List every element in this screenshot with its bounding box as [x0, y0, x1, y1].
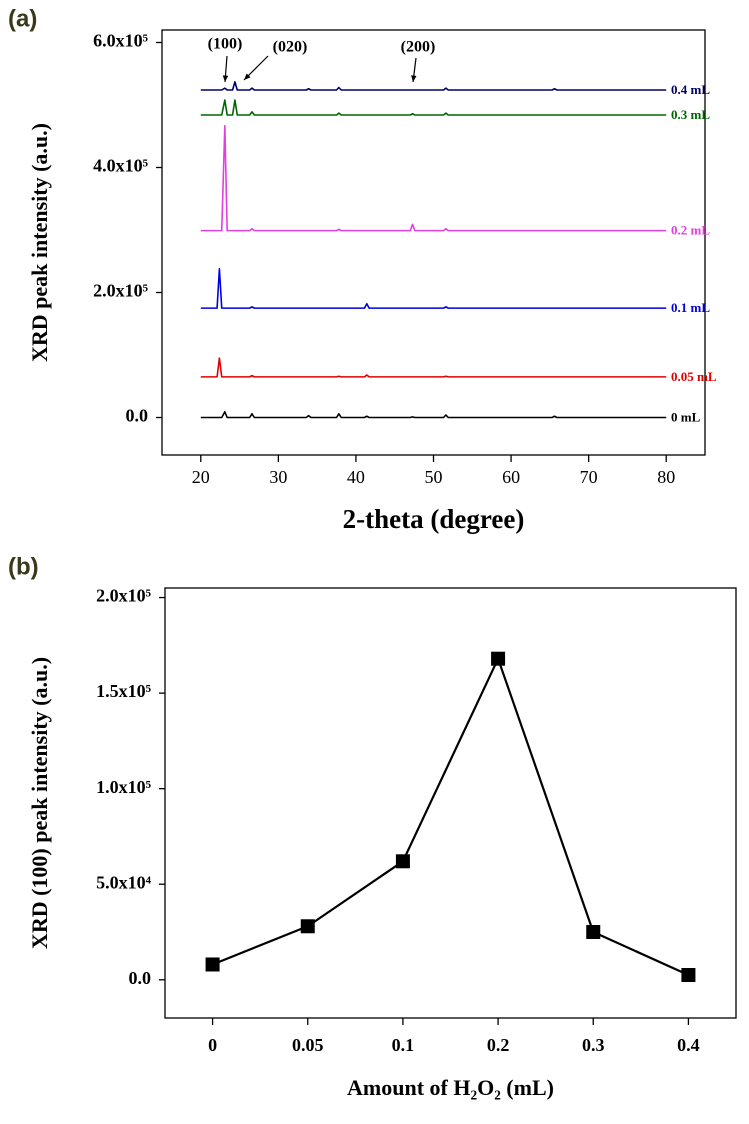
series-label: 0.2 mL: [671, 223, 710, 238]
y-tick-label: 2.0x10⁵: [93, 281, 149, 301]
x-axis-label: 2-theta (degree): [343, 504, 525, 534]
data-line: [200, 99, 667, 116]
x-tick-label: 0.2: [487, 1035, 510, 1055]
x-tick-label: 0.1: [392, 1035, 415, 1055]
panel-label: (b): [8, 553, 39, 580]
peak-annotation: (020): [273, 39, 308, 56]
x-tick-label: 80: [657, 467, 675, 487]
x-tick-label: 30: [269, 467, 287, 487]
marker: [395, 854, 410, 869]
x-tick-label: 0.3: [582, 1035, 605, 1055]
x-axis-label: Amount of H₂O₂ (mL): [347, 1075, 554, 1100]
y-tick-label: 1.5x10⁵: [96, 681, 152, 701]
y-tick-label: 4.0x10⁵: [93, 156, 149, 176]
x-tick-label: 50: [425, 467, 443, 487]
marker: [205, 957, 220, 972]
series-label: 0.3 mL: [671, 107, 710, 122]
arrow-head: [222, 75, 229, 82]
data-line: [212, 657, 689, 977]
series-label: 0.4 mL: [671, 82, 710, 97]
y-axis-label: XRD peak intensity (a.u.): [27, 123, 52, 362]
marker: [586, 925, 601, 939]
x-tick-label: 0.05: [292, 1035, 324, 1055]
x-tick-label: 0.4: [677, 1035, 700, 1055]
plot-frame: [161, 29, 706, 456]
x-tick-label: 40: [347, 467, 365, 487]
series-label: 0.05 mL: [671, 369, 717, 384]
marker: [491, 651, 506, 666]
series-label: 0.1 mL: [671, 300, 710, 315]
x-tick-label: 70: [580, 467, 598, 487]
peak-annotation: (100): [208, 36, 243, 53]
marker: [300, 919, 315, 934]
y-axis-label: XRD (100) peak intensity (a.u.): [27, 657, 52, 949]
marker: [681, 968, 696, 982]
y-tick-label: 0.0: [129, 968, 152, 988]
x-tick-label: 0: [208, 1035, 217, 1055]
y-tick-label: 5.0x10⁴: [96, 872, 152, 892]
arrow-head: [411, 75, 417, 82]
arrow-head: [244, 73, 251, 80]
plot-frame: [164, 587, 737, 1019]
data-line: [200, 81, 667, 91]
x-tick-label: 60: [502, 467, 520, 487]
y-tick-label: 6.0x10⁵: [93, 31, 149, 51]
data-line: [200, 357, 667, 378]
y-tick-label: 2.0x10⁵: [96, 586, 152, 606]
series-label: 0 mL: [671, 409, 701, 424]
y-tick-label: 0.0: [126, 406, 149, 426]
data-line: [200, 267, 667, 309]
panel-label: (a): [8, 5, 37, 32]
y-tick-label: 1.0x10⁵: [96, 777, 152, 797]
data-line: [200, 124, 667, 232]
x-tick-label: 20: [192, 467, 210, 487]
peak-annotation: (200): [401, 39, 436, 56]
data-line: [200, 411, 667, 419]
